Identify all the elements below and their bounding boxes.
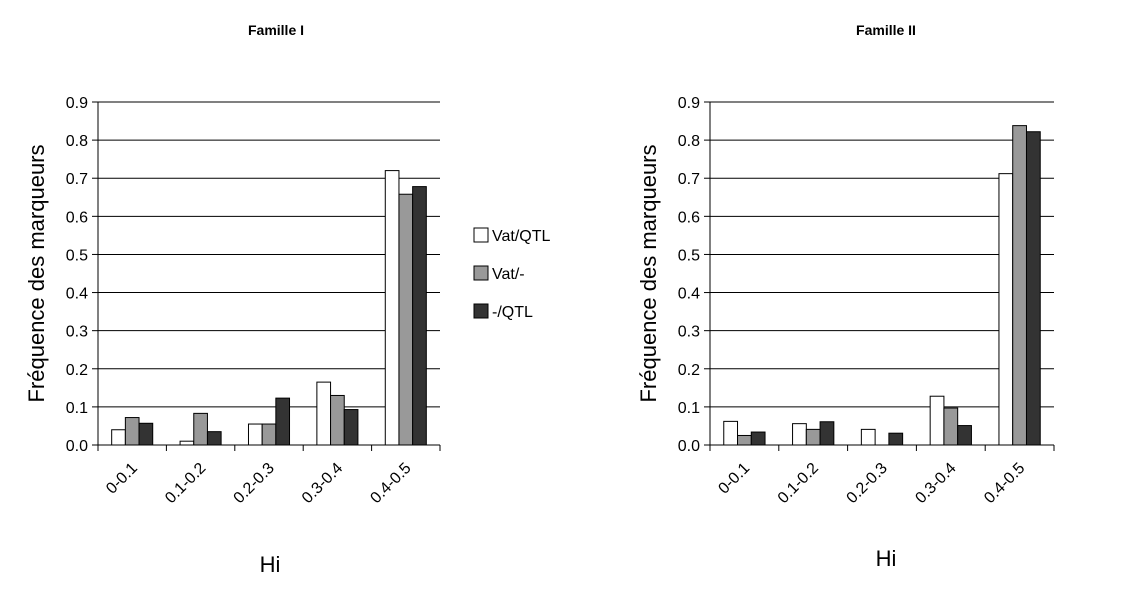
x-tick-label: 0.3-0.4 <box>299 460 346 507</box>
y-tick-label: 0.4 <box>678 286 700 303</box>
y-tick-label: 0.8 <box>66 133 88 150</box>
x-tick-label: 0.3-0.4 <box>912 460 959 507</box>
bar-Vat/QTL-0.1-0.2 <box>792 423 807 446</box>
y-tick-label: 0.3 <box>678 324 700 341</box>
legend-label: Vat/QTL <box>492 228 550 245</box>
bar-Vat/--0.1-0.2 <box>193 412 208 446</box>
bar-Vat/--0.3-0.4 <box>943 407 959 446</box>
y-tick-label: 0.0 <box>678 438 700 455</box>
y-tick-label: 0.0 <box>66 438 88 455</box>
y-tick-label: 0.2 <box>678 362 700 379</box>
bar-Vat/--0.1-0.2 <box>805 428 821 446</box>
bar-Vat/--0-0.1 <box>124 417 140 446</box>
x-tick-label: 0.1-0.2 <box>162 460 209 507</box>
y-tick-label: 0.6 <box>678 209 700 226</box>
y-tick-label: 0.9 <box>66 95 88 112</box>
bar-Vat/QTL-0.4-0.5 <box>384 170 400 446</box>
y-axis-label: Fréquence des marqueurs <box>24 144 49 402</box>
y-tick-label: 0.7 <box>678 171 700 188</box>
y-tick-label: 0.6 <box>66 209 88 226</box>
x-tick-label: 0.4-0.5 <box>981 460 1028 507</box>
bar--/QTL-0.2-0.3 <box>275 397 291 446</box>
legend: Vat/QTL Vat/- -/QTL <box>473 227 550 321</box>
y-tick-label: 0.5 <box>66 247 88 264</box>
y-tick-label: 0.3 <box>66 324 88 341</box>
bar--/QTL-0.1-0.2 <box>206 431 222 446</box>
bar-Vat/QTL-0.1-0.2 <box>179 440 195 446</box>
bar-Vat/--0-0.1 <box>737 434 752 446</box>
x-tick-label: 0.1-0.2 <box>775 460 822 507</box>
bar-Vat/--0.4-0.5 <box>398 193 414 446</box>
y-tick-label: 0.5 <box>678 247 700 264</box>
y-tick-label: 0.7 <box>66 171 88 188</box>
y-axis-label: Fréquence des marqueurs <box>636 144 661 402</box>
x-tick-label: 0-0.1 <box>715 460 753 498</box>
x-tick-label: 0-0.1 <box>103 460 141 498</box>
legend-swatch <box>473 265 489 281</box>
bar-Vat/QTL-0.2-0.3 <box>860 428 876 446</box>
legend-label: -/QTL <box>492 304 533 321</box>
x-axis-label: Hi <box>876 546 897 571</box>
y-tick-label: 0.1 <box>678 400 700 417</box>
bar-Vat/QTL-0.2-0.3 <box>247 423 263 446</box>
bar--/QTL-0.4-0.5 <box>412 186 427 446</box>
bar--/QTL-0.4-0.5 <box>1025 131 1041 446</box>
bar--/QTL-0.3-0.4 <box>957 425 972 446</box>
bar--/QTL-0-0.1 <box>138 422 154 446</box>
bar-Vat/--0.2-0.3 <box>261 423 277 446</box>
bar--/QTL-0-0.1 <box>750 431 766 446</box>
bar-Vat/QTL-0-0.1 <box>723 420 739 446</box>
bar-Vat/QTL-0.3-0.4 <box>316 381 332 446</box>
y-tick-label: 0.8 <box>678 133 700 150</box>
x-axis-label: Hi <box>260 552 281 577</box>
y-tick-label: 0.4 <box>66 286 88 303</box>
legend-label: Vat/- <box>492 266 525 283</box>
y-tick-label: 0.9 <box>678 95 700 112</box>
legend-swatch <box>473 303 489 319</box>
legend-swatch <box>473 227 489 243</box>
bar--/QTL-0.2-0.3 <box>888 432 904 446</box>
chart-title: Famille II <box>856 22 916 38</box>
chart-panel-1: Famille I 0.0 0.1 0.2 0.3 0.4 0.5 0.6 0.7 0.8 0.9 0… <box>24 22 441 577</box>
y-tick-label: 0.1 <box>66 400 88 417</box>
chart-panel-2: Famille II 0.0 0.1 0.2 0.3 0.4 0.5 0.6 0.7 0.8 0.9… <box>636 22 1055 571</box>
bar--/QTL-0.1-0.2 <box>819 421 835 446</box>
chart-title: Famille I <box>248 22 304 38</box>
bar-Vat/QTL-0-0.1 <box>111 429 126 446</box>
x-tick-label: 0.2-0.3 <box>844 460 891 507</box>
bar-Vat/--0.3-0.4 <box>330 394 345 446</box>
y-tick-label: 0.2 <box>66 362 88 379</box>
bar--/QTL-0.3-0.4 <box>343 409 359 446</box>
bar-Vat/QTL-0.4-0.5 <box>998 173 1014 446</box>
x-tick-label: 0.2-0.3 <box>231 460 278 507</box>
bar-Vat/--0.4-0.5 <box>1012 125 1027 446</box>
x-tick-label: 0.4-0.5 <box>367 460 414 507</box>
bar-Vat/QTL-0.3-0.4 <box>929 395 945 446</box>
